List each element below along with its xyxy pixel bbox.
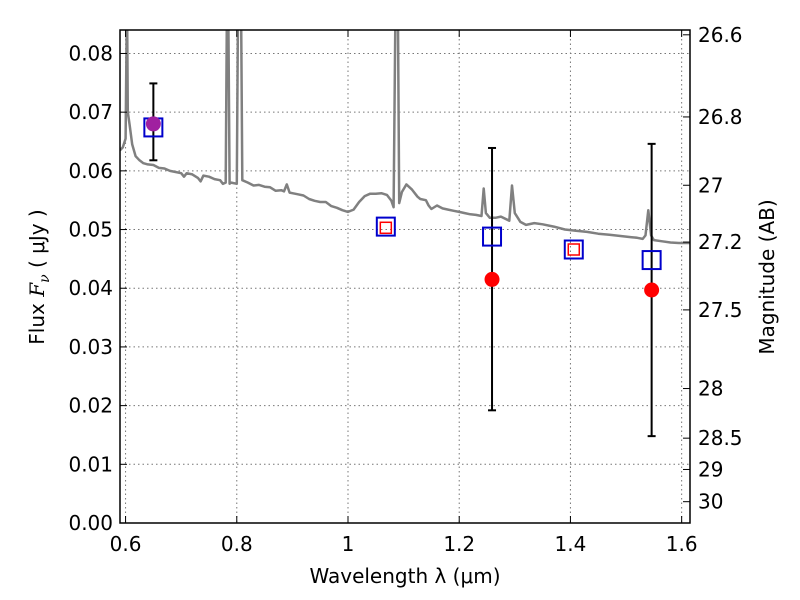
mag-tick-label: 28	[698, 377, 723, 401]
plot-clip-group	[120, 30, 690, 438]
observed-point	[379, 221, 393, 235]
y-axis-title: Flux Fν ( μJy )	[25, 209, 53, 344]
x-tick-label: 1.6	[666, 532, 698, 556]
x-tick-label: 1.2	[443, 532, 475, 556]
x-tick-label: 0.6	[110, 532, 142, 556]
mag-tick-label: 26.6	[698, 23, 743, 47]
y-tick-label: 0.00	[68, 511, 113, 535]
x-tick-label: 0.8	[221, 532, 253, 556]
y-tick-label: 0.01	[68, 452, 113, 476]
y-tick-label: 0.07	[68, 100, 113, 124]
x-axis-title: Wavelength λ (μm)	[309, 564, 500, 588]
model-photometry-point	[482, 226, 503, 247]
mag-tick-label: 27	[698, 173, 723, 197]
observed-point	[484, 271, 500, 287]
mag-tick-label: 27.5	[698, 298, 743, 322]
mag-tick-label: 27.2	[698, 230, 743, 254]
y2-axis-title: Magnitude (AB)	[755, 199, 779, 354]
y-axis-title-symbol: F	[25, 282, 49, 298]
y-tick-label: 0.03	[68, 335, 113, 359]
model-photometry-point	[641, 250, 662, 271]
y-tick-label: 0.02	[68, 394, 113, 418]
observed-point	[567, 243, 581, 256]
y-axis-title-subscript: ν	[37, 274, 53, 283]
observed-point	[145, 116, 161, 132]
y-tick-label: 0.06	[68, 159, 113, 183]
model-spectrum-line	[120, 30, 690, 245]
mag-tick-label: 30	[698, 490, 723, 514]
y-tick-label: 0.08	[68, 41, 113, 65]
y-tick-label: 0.05	[68, 218, 113, 242]
x-tick-label: 1	[342, 532, 355, 556]
model-photometry-point	[563, 239, 584, 260]
grid-lines	[120, 30, 690, 524]
x-tick-label: 1.4	[555, 532, 587, 556]
plot-area	[120, 30, 690, 438]
observed-point	[644, 282, 660, 298]
y-axis-title-prefix: Flux	[25, 297, 49, 345]
y-tick-label: 0.04	[68, 276, 113, 300]
y-axis-title-suffix: ( μJy )	[25, 209, 49, 274]
mag-tick-label: 29	[698, 457, 723, 481]
axes: 0.6 0.8 1 1.2 1.4 1.6 0.00 0.01 0.02 0.03 0.04 0.05…	[68, 23, 742, 556]
mag-tick-label: 28.5	[698, 426, 743, 450]
mag-tick-label: 26.8	[698, 105, 743, 129]
plot-frame	[119, 29, 691, 524]
model-photometry-point	[375, 216, 396, 237]
